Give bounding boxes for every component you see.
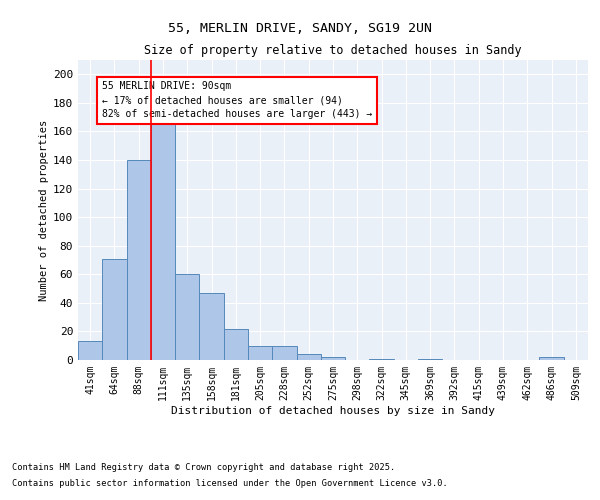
Bar — [248, 346, 272, 360]
Bar — [151, 124, 175, 360]
Title: Size of property relative to detached houses in Sandy: Size of property relative to detached ho… — [144, 44, 522, 58]
Bar — [296, 354, 321, 360]
Bar — [224, 328, 248, 360]
X-axis label: Distribution of detached houses by size in Sandy: Distribution of detached houses by size … — [171, 406, 495, 415]
Text: 55 MERLIN DRIVE: 90sqm
← 17% of detached houses are smaller (94)
82% of semi-det: 55 MERLIN DRIVE: 90sqm ← 17% of detached… — [102, 82, 373, 120]
Text: Contains public sector information licensed under the Open Government Licence v3: Contains public sector information licen… — [12, 478, 448, 488]
Bar — [102, 258, 127, 360]
Y-axis label: Number of detached properties: Number of detached properties — [39, 120, 49, 300]
Bar — [78, 342, 102, 360]
Bar — [418, 358, 442, 360]
Bar — [199, 293, 224, 360]
Bar — [127, 160, 151, 360]
Text: 55, MERLIN DRIVE, SANDY, SG19 2UN: 55, MERLIN DRIVE, SANDY, SG19 2UN — [168, 22, 432, 36]
Text: Contains HM Land Registry data © Crown copyright and database right 2025.: Contains HM Land Registry data © Crown c… — [12, 464, 395, 472]
Bar — [272, 346, 296, 360]
Bar — [539, 357, 564, 360]
Bar — [370, 358, 394, 360]
Bar — [321, 357, 345, 360]
Bar — [175, 274, 199, 360]
